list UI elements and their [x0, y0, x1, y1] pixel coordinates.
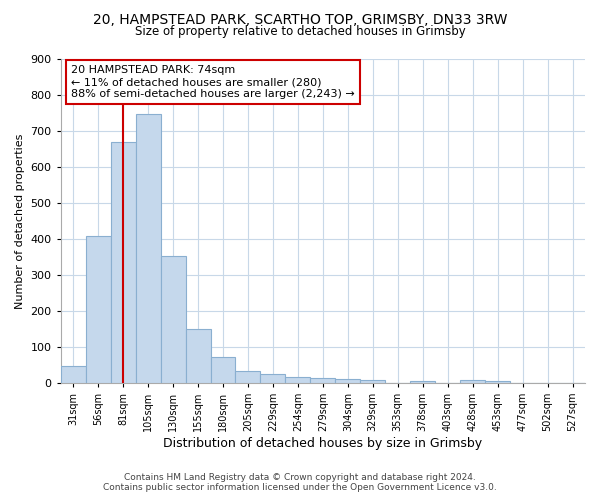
Bar — [86, 236, 110, 383]
Text: 20, HAMPSTEAD PARK, SCARTHO TOP, GRIMSBY, DN33 3RW: 20, HAMPSTEAD PARK, SCARTHO TOP, GRIMSBY… — [93, 12, 507, 26]
Bar — [410, 381, 435, 383]
Bar — [310, 378, 335, 383]
Bar — [235, 370, 260, 383]
Text: Contains HM Land Registry data © Crown copyright and database right 2024.
Contai: Contains HM Land Registry data © Crown c… — [103, 473, 497, 492]
Text: Size of property relative to detached houses in Grimsby: Size of property relative to detached ho… — [134, 25, 466, 38]
Y-axis label: Number of detached properties: Number of detached properties — [15, 134, 25, 308]
Bar — [110, 142, 136, 383]
Bar — [485, 381, 510, 383]
Bar — [161, 256, 185, 383]
Bar — [211, 357, 235, 383]
Bar — [286, 377, 310, 383]
Bar — [260, 374, 286, 383]
Bar — [361, 380, 385, 383]
Text: 20 HAMPSTEAD PARK: 74sqm
← 11% of detached houses are smaller (280)
88% of semi-: 20 HAMPSTEAD PARK: 74sqm ← 11% of detach… — [71, 66, 355, 98]
Bar — [335, 380, 361, 383]
Bar — [185, 329, 211, 383]
Bar — [61, 366, 86, 383]
X-axis label: Distribution of detached houses by size in Grimsby: Distribution of detached houses by size … — [163, 437, 482, 450]
Bar — [136, 114, 161, 383]
Bar — [460, 380, 485, 383]
